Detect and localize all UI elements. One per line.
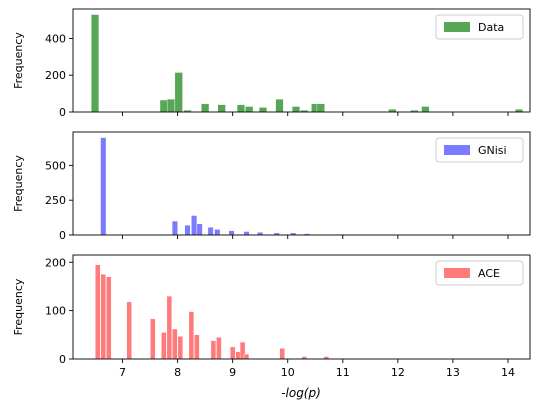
bar <box>196 223 203 236</box>
bar <box>188 311 195 360</box>
axes-frame <box>72 131 531 236</box>
bar <box>166 98 176 113</box>
y-tick-label: 200 <box>45 256 66 269</box>
bar <box>228 230 235 236</box>
legend-label: ACE <box>478 267 500 280</box>
legend: GNisi <box>435 137 524 163</box>
bar <box>126 301 132 360</box>
bar <box>291 106 301 113</box>
x-tick-label: 11 <box>336 366 350 379</box>
y-axis-label: Frequency <box>12 32 25 89</box>
legend-label: Data <box>478 21 504 34</box>
y-tick-label: 100 <box>45 305 66 318</box>
y-tick-label: 500 <box>45 159 66 172</box>
bar <box>184 225 191 236</box>
x-tick-label: 14 <box>501 366 515 379</box>
bar <box>207 227 214 236</box>
bar <box>243 353 250 360</box>
bar <box>217 104 226 113</box>
x-axis-label: -log(p) <box>281 386 321 400</box>
legend-box <box>435 260 524 286</box>
legend-box <box>435 14 524 40</box>
bar <box>229 346 236 360</box>
x-tick-label: 13 <box>446 366 460 379</box>
panel-3: 0 100 200 7 8 9 10 11 12 13 14 Frequency ACE <box>12 254 531 379</box>
bar <box>166 295 173 360</box>
axes-frame <box>72 254 531 360</box>
bar <box>236 104 245 113</box>
legend-label: GNisi <box>478 144 507 157</box>
panel-1: 0 200 400 Frequency Data <box>12 8 531 119</box>
bar <box>201 103 210 113</box>
bar <box>258 107 268 113</box>
panel-2: 0 250 500 Frequency GNisi <box>12 131 531 242</box>
bar <box>421 106 430 113</box>
axes-frame <box>72 8 531 113</box>
histogram-panels: 0 200 400 Frequency Data 0 250 500 Frequency GNis… <box>12 8 531 379</box>
bar <box>95 264 101 360</box>
x-tick-label: 9 <box>229 366 236 379</box>
bar <box>100 137 107 236</box>
bar <box>210 340 217 360</box>
bar <box>161 332 167 360</box>
legend: Data <box>435 14 524 40</box>
y-axis-label: Frequency <box>12 278 25 335</box>
legend-swatch <box>444 145 470 155</box>
bar <box>275 98 284 113</box>
x-tick-label: 10 <box>281 366 295 379</box>
bar <box>245 106 254 113</box>
legend-swatch <box>444 268 470 278</box>
bar <box>90 14 100 113</box>
bar <box>172 328 178 360</box>
y-tick-label: 0 <box>59 106 66 119</box>
bar <box>191 215 198 236</box>
bar <box>194 334 200 360</box>
bar <box>174 72 183 113</box>
y-tick-label: 0 <box>59 229 66 242</box>
legend: ACE <box>435 260 524 286</box>
bar <box>177 336 184 360</box>
bar <box>243 231 250 236</box>
bar <box>214 229 221 236</box>
bar <box>171 220 178 236</box>
y-tick-label: 0 <box>59 353 66 366</box>
bar <box>106 276 112 360</box>
bar <box>100 274 106 360</box>
bar <box>279 348 285 360</box>
legend-swatch <box>444 22 470 32</box>
bar <box>216 337 222 360</box>
bar <box>316 103 325 113</box>
y-tick-label: 200 <box>45 69 66 82</box>
x-tick-label: 8 <box>174 366 181 379</box>
bar <box>159 99 168 113</box>
x-tick-label: 7 <box>119 366 126 379</box>
y-tick-label: 400 <box>45 32 66 45</box>
bar <box>150 318 156 360</box>
x-tick-label: 12 <box>391 366 405 379</box>
y-axis-label: Frequency <box>12 155 25 212</box>
legend-box <box>435 137 524 163</box>
y-tick-label: 250 <box>45 194 66 207</box>
